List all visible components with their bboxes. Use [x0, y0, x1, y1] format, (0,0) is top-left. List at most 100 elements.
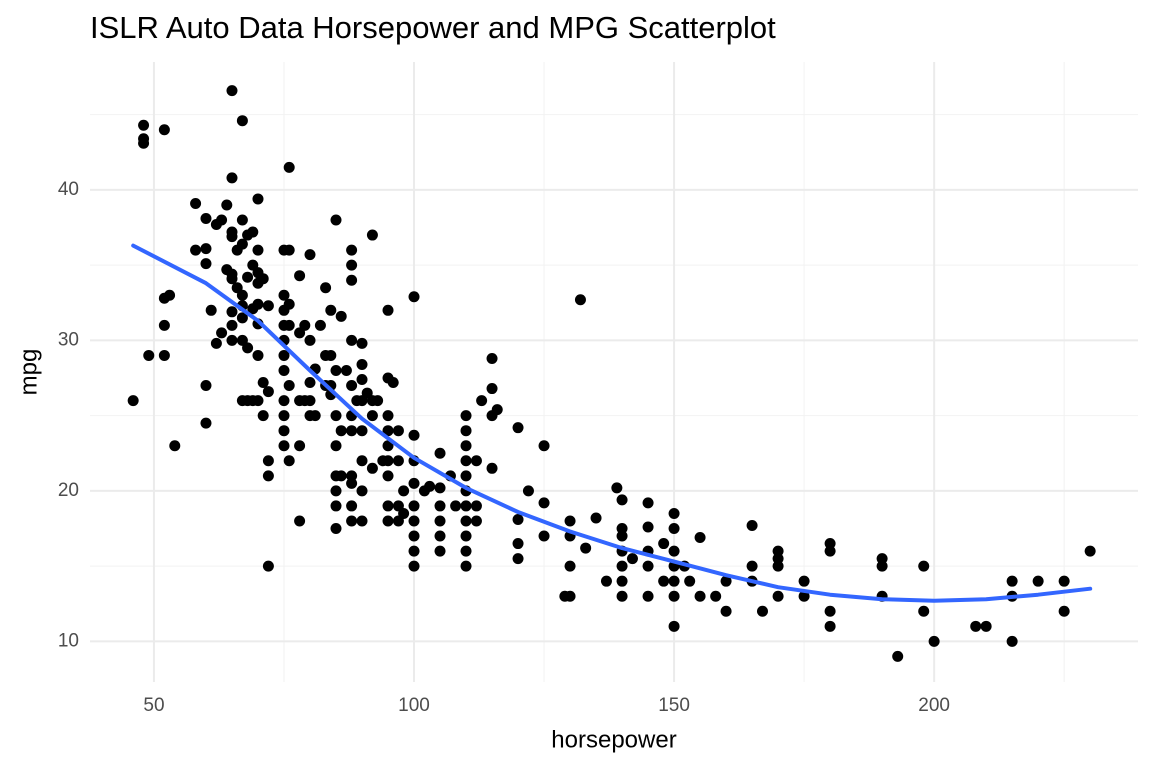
point [226, 85, 238, 97]
point [252, 244, 264, 256]
point [746, 519, 758, 531]
point [257, 273, 269, 285]
point [283, 244, 295, 256]
point [694, 532, 706, 544]
point [642, 497, 654, 509]
point [476, 395, 488, 407]
point [158, 319, 170, 331]
point [460, 530, 472, 542]
point [382, 425, 394, 437]
point [616, 590, 628, 602]
point [772, 553, 784, 565]
point [356, 337, 368, 349]
point [460, 455, 472, 467]
point [564, 560, 576, 572]
point [242, 342, 254, 354]
point [512, 422, 524, 434]
point [190, 244, 202, 256]
point [242, 271, 254, 283]
point [164, 289, 176, 301]
point [616, 575, 628, 587]
point [262, 386, 274, 398]
point [216, 327, 228, 339]
point [460, 560, 472, 572]
point [346, 477, 358, 489]
point [304, 395, 316, 407]
point [626, 553, 638, 565]
point [283, 380, 295, 392]
point [1058, 605, 1070, 617]
x-tick-label: 150 [658, 695, 690, 716]
point [574, 294, 586, 306]
point [262, 560, 274, 572]
point [434, 515, 446, 527]
point [434, 530, 446, 542]
point [756, 605, 768, 617]
point [1006, 575, 1018, 587]
point [918, 560, 930, 572]
point [710, 590, 722, 602]
point [434, 482, 446, 494]
point [200, 213, 212, 225]
point [564, 515, 576, 527]
point [283, 319, 295, 331]
point [512, 538, 524, 550]
point [278, 440, 290, 452]
point [486, 462, 498, 474]
point [236, 312, 248, 324]
point [283, 298, 295, 310]
point [720, 575, 732, 587]
point [226, 231, 238, 243]
point [356, 374, 368, 386]
chart-title: ISLR Auto Data Horsepower and MPG Scatte… [90, 10, 776, 45]
point [658, 538, 670, 550]
point [450, 500, 462, 512]
point [824, 545, 836, 557]
point [346, 274, 358, 286]
point [236, 289, 248, 301]
point [190, 197, 202, 209]
point [382, 304, 394, 316]
point [616, 530, 628, 542]
point [668, 620, 680, 632]
point [616, 523, 628, 535]
point [247, 226, 259, 238]
point [772, 545, 784, 557]
point [320, 282, 332, 294]
point [642, 590, 654, 602]
point [226, 273, 238, 285]
point [278, 410, 290, 422]
point [876, 560, 888, 572]
point [408, 545, 420, 557]
point [538, 497, 550, 509]
point [694, 590, 706, 602]
point [366, 462, 378, 474]
point [382, 455, 394, 467]
point [642, 521, 654, 533]
point [346, 334, 358, 346]
point [294, 440, 306, 452]
point [876, 553, 888, 565]
point [304, 377, 316, 389]
point [226, 306, 238, 318]
point [970, 620, 982, 632]
point [470, 515, 482, 527]
y-tick-label: 10 [58, 630, 79, 651]
y-axis-title: mpg [15, 349, 42, 396]
point [236, 214, 248, 226]
point [892, 650, 904, 662]
point [200, 258, 212, 270]
point [491, 404, 503, 416]
point [392, 425, 404, 437]
point [366, 410, 378, 422]
point [668, 523, 680, 535]
point [980, 620, 992, 632]
point [356, 515, 368, 527]
point [372, 395, 384, 407]
point [262, 300, 274, 312]
point [299, 319, 311, 331]
point [335, 310, 347, 322]
x-tick-label: 50 [143, 695, 164, 716]
point [408, 500, 420, 512]
point [408, 429, 420, 441]
